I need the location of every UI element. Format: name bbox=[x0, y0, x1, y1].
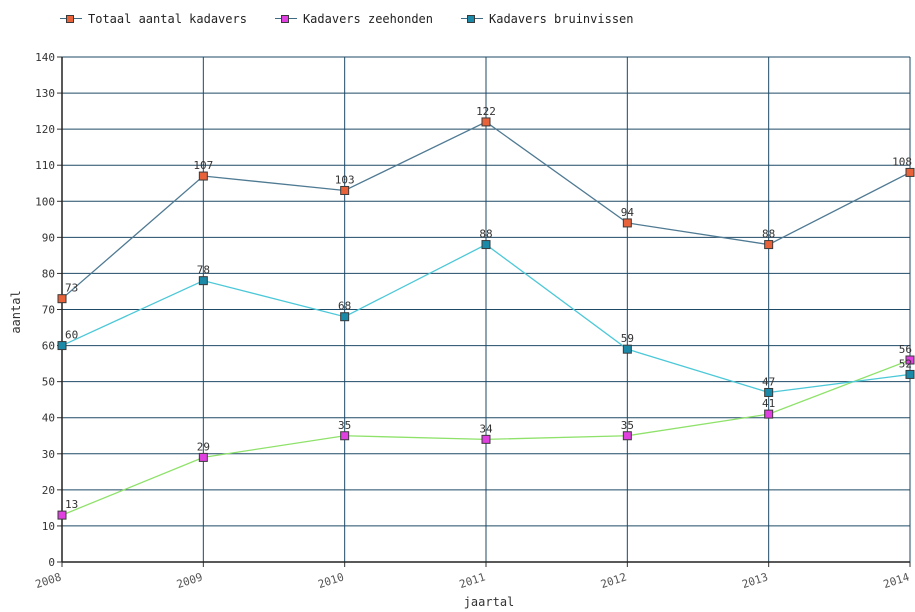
data-point bbox=[764, 240, 774, 250]
data-label: 47 bbox=[762, 375, 775, 388]
data-label: 41 bbox=[762, 397, 775, 410]
x-tick-label: 2014 bbox=[882, 570, 912, 591]
data-point bbox=[622, 431, 632, 441]
data-point bbox=[481, 117, 491, 127]
data-label: 108 bbox=[892, 155, 912, 168]
y-tick-label: 140 bbox=[35, 51, 55, 64]
data-point bbox=[57, 294, 67, 304]
data-label: 35 bbox=[621, 419, 634, 432]
data-point bbox=[622, 218, 632, 228]
data-point bbox=[905, 369, 915, 379]
y-tick-label: 30 bbox=[42, 448, 55, 461]
y-tick-label: 10 bbox=[42, 520, 55, 533]
legend-label-totaal: Totaal aantal kadavers bbox=[88, 12, 247, 26]
data-label: 88 bbox=[479, 228, 492, 241]
data-point bbox=[905, 355, 915, 365]
x-tick-label: 2009 bbox=[175, 570, 204, 591]
y-axis-label: aantal bbox=[9, 290, 23, 333]
y-tick-label: 50 bbox=[42, 376, 55, 389]
legend-key-bruinvissen bbox=[461, 13, 483, 25]
x-axis-label: jaartal bbox=[464, 595, 515, 609]
chart-legend: Totaal aantal kadavers Kadavers zeehonde… bbox=[60, 8, 662, 30]
data-labels: 73 107 103 122 94 88 108 13 29 35 34 35 41 56 60 78 68 88… bbox=[65, 105, 912, 511]
data-point bbox=[764, 409, 774, 419]
x-tick-label: 2011 bbox=[458, 570, 487, 591]
data-point bbox=[198, 171, 208, 181]
x-tick-label: 2008 bbox=[34, 570, 63, 591]
grid bbox=[61, 56, 911, 563]
data-label: 122 bbox=[476, 105, 496, 118]
y-tick-label: 0 bbox=[48, 556, 55, 569]
y-tick-label: 120 bbox=[35, 123, 55, 136]
y-tick-label: 80 bbox=[42, 267, 55, 280]
data-point bbox=[764, 387, 774, 397]
y-tick-label: 70 bbox=[42, 304, 55, 317]
y-tick-label: 90 bbox=[42, 231, 55, 244]
data-point bbox=[481, 434, 491, 444]
legend-item-totaal: Totaal aantal kadavers bbox=[60, 12, 247, 26]
legend-item-zeehonden: Kadavers zeehonden bbox=[274, 12, 433, 26]
data-label: 59 bbox=[621, 332, 634, 345]
x-tick-label: 2012 bbox=[599, 570, 628, 591]
data-label: 60 bbox=[65, 329, 78, 342]
data-label: 68 bbox=[338, 300, 351, 313]
data-point bbox=[340, 431, 350, 441]
legend-item-bruinvissen: Kadavers bruinvissen bbox=[461, 12, 634, 26]
data-point bbox=[198, 276, 208, 286]
legend-label-bruinvissen: Kadavers bruinvissen bbox=[489, 12, 634, 26]
data-point bbox=[340, 312, 350, 322]
y-tick-label: 100 bbox=[35, 195, 55, 208]
data-label: 88 bbox=[762, 228, 775, 241]
data-point bbox=[905, 167, 915, 177]
data-label: 56 bbox=[899, 343, 912, 356]
series bbox=[57, 117, 915, 520]
x-tick-label: 2013 bbox=[740, 570, 769, 591]
x-tick-label: 2010 bbox=[316, 570, 345, 591]
data-point bbox=[57, 341, 67, 351]
y-tick-label: 130 bbox=[35, 87, 55, 100]
data-label: 73 bbox=[65, 282, 78, 295]
data-label: 103 bbox=[335, 173, 355, 186]
data-label: 13 bbox=[65, 498, 78, 511]
y-tick-label: 60 bbox=[42, 340, 55, 353]
y-tick-label: 40 bbox=[42, 412, 55, 425]
data-point bbox=[622, 344, 632, 354]
data-label: 29 bbox=[197, 440, 210, 453]
data-point bbox=[481, 240, 491, 250]
y-tick-label: 20 bbox=[42, 484, 55, 497]
data-label: 94 bbox=[621, 206, 635, 219]
legend-label-zeehonden: Kadavers zeehonden bbox=[302, 12, 433, 26]
legend-key-totaal bbox=[60, 13, 82, 25]
y-tick-label: 110 bbox=[35, 159, 55, 172]
legend-key-zeehonden bbox=[274, 13, 297, 25]
data-label: 52 bbox=[899, 357, 912, 370]
data-point bbox=[340, 185, 350, 195]
data-label: 107 bbox=[193, 159, 213, 172]
axes: 0 10 20 30 40 50 60 70 80 90 100 110 120 130 140 2008 20… bbox=[34, 51, 912, 591]
data-label: 34 bbox=[479, 422, 493, 435]
data-label: 78 bbox=[197, 264, 210, 277]
data-point bbox=[57, 510, 67, 520]
data-point bbox=[198, 452, 208, 462]
data-label: 35 bbox=[338, 419, 351, 432]
